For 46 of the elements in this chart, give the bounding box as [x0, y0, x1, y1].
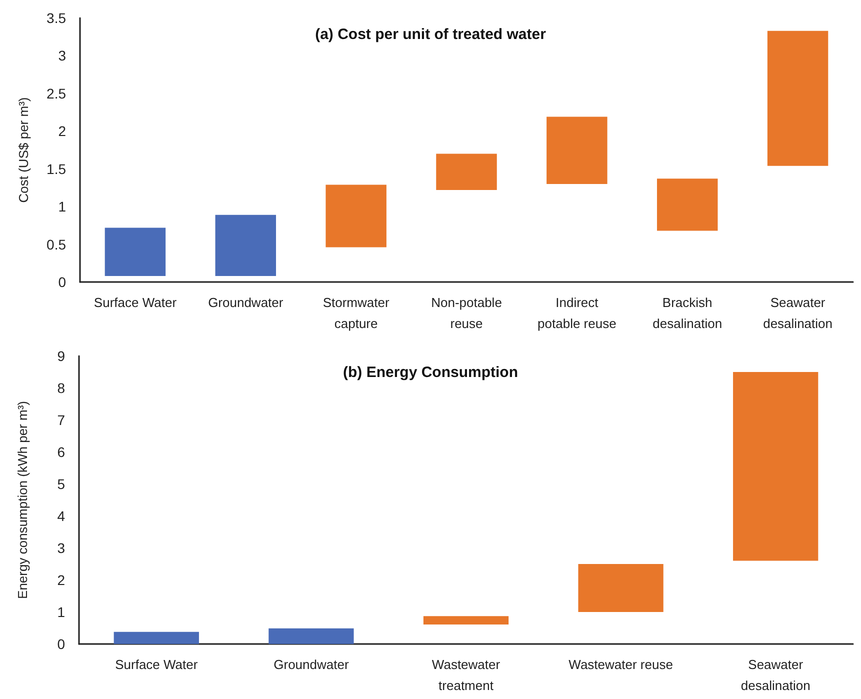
x-tick-label: Non-potable reuse — [431, 295, 502, 331]
y-tick-label: 1 — [58, 198, 66, 215]
x-tick-label: Seawater desalination — [763, 295, 832, 331]
bar — [114, 632, 199, 644]
bar — [546, 116, 608, 184]
x-tick-label: Wastewater reuse — [568, 657, 673, 672]
bar — [268, 628, 354, 644]
x-tick-label: Brackish desalination — [652, 295, 722, 331]
bar — [656, 178, 718, 231]
x-tick-label: Indirect potable reuse — [538, 295, 616, 331]
y-tick-label: 1.5 — [46, 160, 66, 177]
bar — [767, 30, 828, 166]
y-axis-title: Cost (US$ per m³) — [16, 97, 31, 203]
x-tick-label: Groundwater — [274, 657, 350, 672]
x-tick-label: Surface Water — [94, 295, 178, 310]
x-tick-label: Surface Water — [115, 657, 198, 672]
text: (a) Cost per unit of treated water — [315, 26, 546, 43]
bar — [436, 154, 497, 190]
y-tick-label: 3.5 — [46, 10, 66, 26]
y-tick-label: 2 — [58, 123, 66, 140]
y-tick-label: 7 — [57, 412, 66, 428]
y-tick-label: 2.5 — [46, 85, 66, 102]
bar — [326, 184, 386, 248]
x-tick-label: Seawater desalination — [740, 657, 810, 693]
bar — [423, 616, 509, 624]
y-tick-label: 8 — [57, 380, 66, 396]
y-tick-label: 1 — [57, 604, 66, 620]
y-tick-label: 0 — [58, 274, 66, 290]
y-tick-label: 0.5 — [46, 236, 66, 252]
x-tick-label: Wastewater treatment — [432, 657, 501, 693]
bar — [104, 228, 166, 276]
y-tick-label: 3 — [58, 48, 66, 64]
y-tick-label: 5 — [57, 476, 66, 492]
text: (b) Energy Consumption — [343, 364, 518, 381]
y-tick-label: 2 — [57, 572, 66, 588]
x-tick-label: Stormwater capture — [322, 295, 390, 331]
y-tick-label: 0 — [57, 636, 66, 652]
bar — [578, 564, 664, 612]
bar — [215, 214, 276, 276]
bar — [733, 372, 818, 561]
y-tick-label: 4 — [57, 508, 66, 524]
y-axis-title: Energy consumption (kWh per m³) — [15, 401, 30, 599]
x-tick-label: Groundwater — [208, 295, 284, 310]
y-tick-label: 9 — [57, 348, 66, 364]
y-tick-label: 3 — [57, 540, 66, 556]
y-tick-label: 6 — [57, 444, 66, 460]
